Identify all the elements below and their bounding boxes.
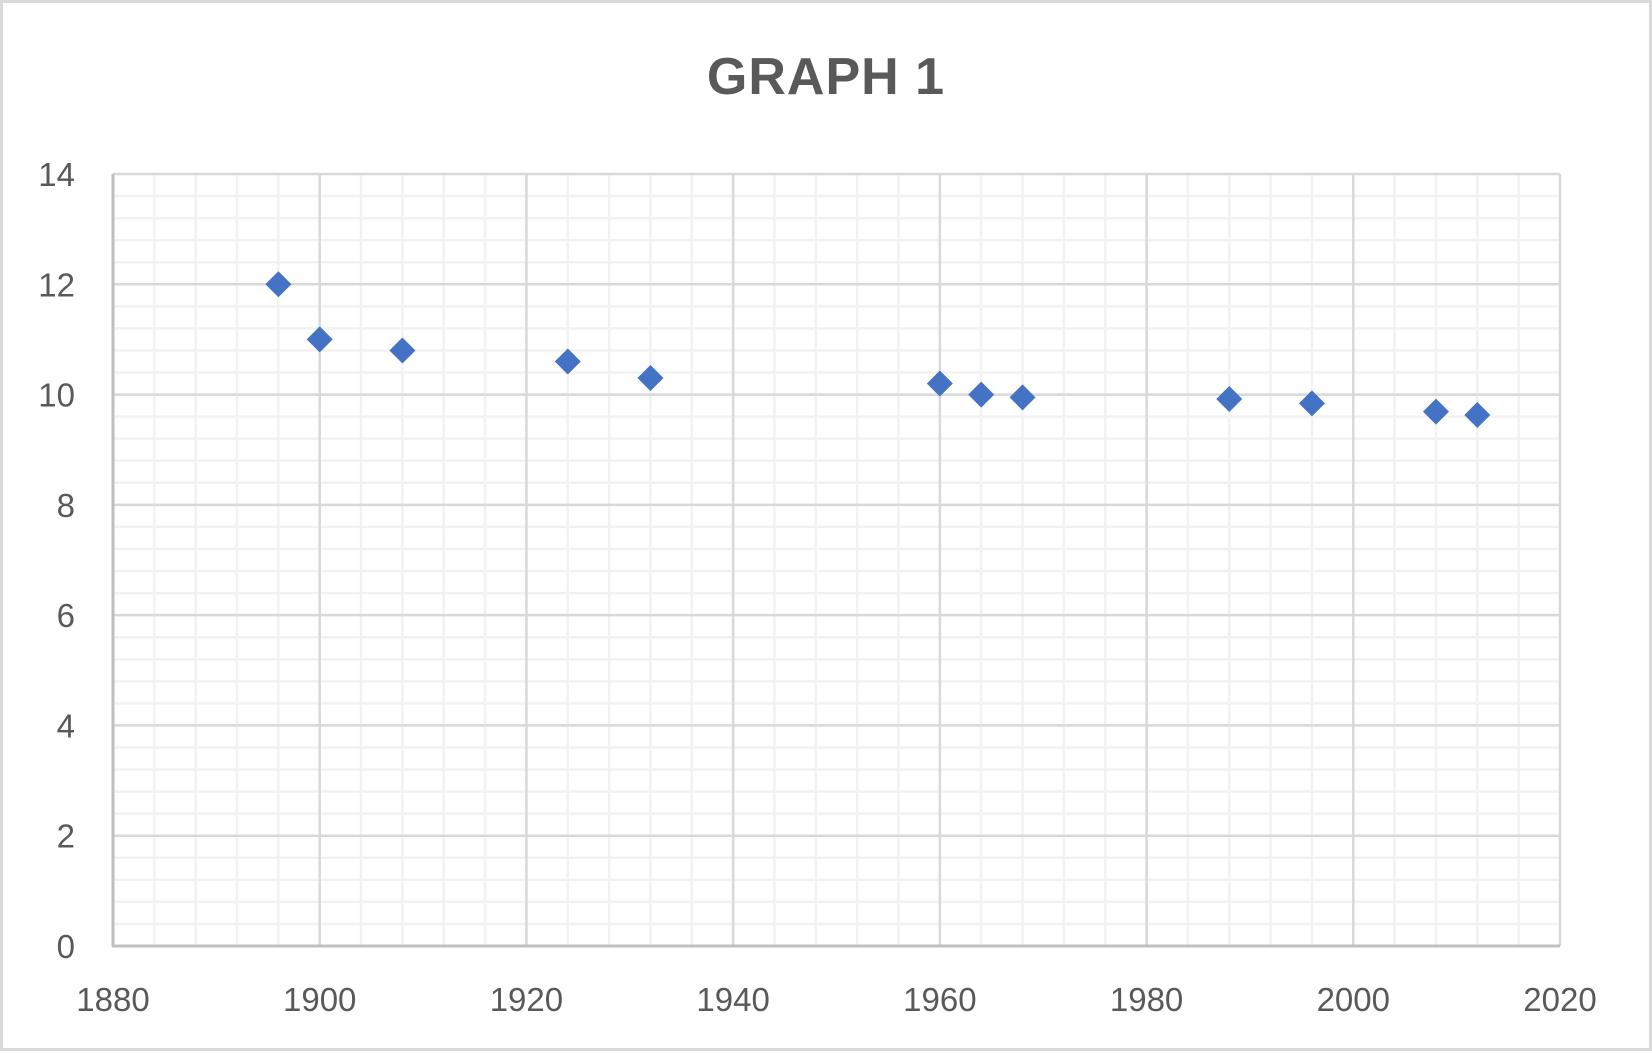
y-tick-label: 2 — [57, 818, 75, 855]
data-point-diamond-icon — [968, 381, 995, 408]
major-gridlines — [111, 172, 1562, 948]
data-point-diamond-icon — [926, 370, 953, 397]
x-tick-label: 1920 — [490, 981, 563, 1018]
x-tick-label: 1880 — [76, 981, 149, 1018]
x-tick-label: 1980 — [1110, 981, 1183, 1018]
x-tick-label: 1940 — [696, 981, 769, 1018]
data-point-diamond-icon — [306, 326, 333, 353]
data-point-diamond-icon — [1422, 398, 1449, 425]
x-tick-label: 1900 — [283, 981, 356, 1018]
chart-title: GRAPH 1 — [706, 48, 946, 106]
y-tick-label: 12 — [38, 266, 75, 303]
x-tick-label: 2020 — [1523, 981, 1596, 1018]
y-tick-label: 10 — [38, 377, 75, 414]
y-tick-label: 0 — [57, 928, 75, 965]
y-tick-label: 4 — [57, 707, 75, 744]
axes — [111, 174, 1560, 948]
x-axis-tick-labels: 1880 1900 1920 1940 1960 1980 2000 2020 — [76, 981, 1596, 1018]
minor-gridlines — [111, 172, 1562, 948]
data-series — [265, 271, 1491, 428]
y-tick-label: 14 — [38, 156, 75, 193]
x-tick-label: 1960 — [903, 981, 976, 1018]
y-axis-tick-labels: 0 2 4 6 8 10 12 14 — [38, 156, 75, 965]
data-point-diamond-icon — [1216, 385, 1243, 412]
data-point-diamond-icon — [637, 365, 664, 392]
y-tick-label: 8 — [57, 487, 75, 524]
data-point-diamond-icon — [1298, 390, 1325, 417]
data-point-diamond-icon — [1464, 401, 1491, 428]
data-point-diamond-icon — [554, 348, 581, 375]
data-point-diamond-icon — [389, 337, 416, 364]
x-tick-label: 2000 — [1317, 981, 1390, 1018]
data-point-diamond-icon — [1009, 384, 1036, 411]
data-point-diamond-icon — [265, 271, 292, 298]
scatter-plot-area: 0 2 4 6 8 10 12 14 1880 1900 1920 1940 1960 1980 2000… — [38, 156, 1596, 1018]
y-tick-label: 6 — [57, 597, 75, 634]
